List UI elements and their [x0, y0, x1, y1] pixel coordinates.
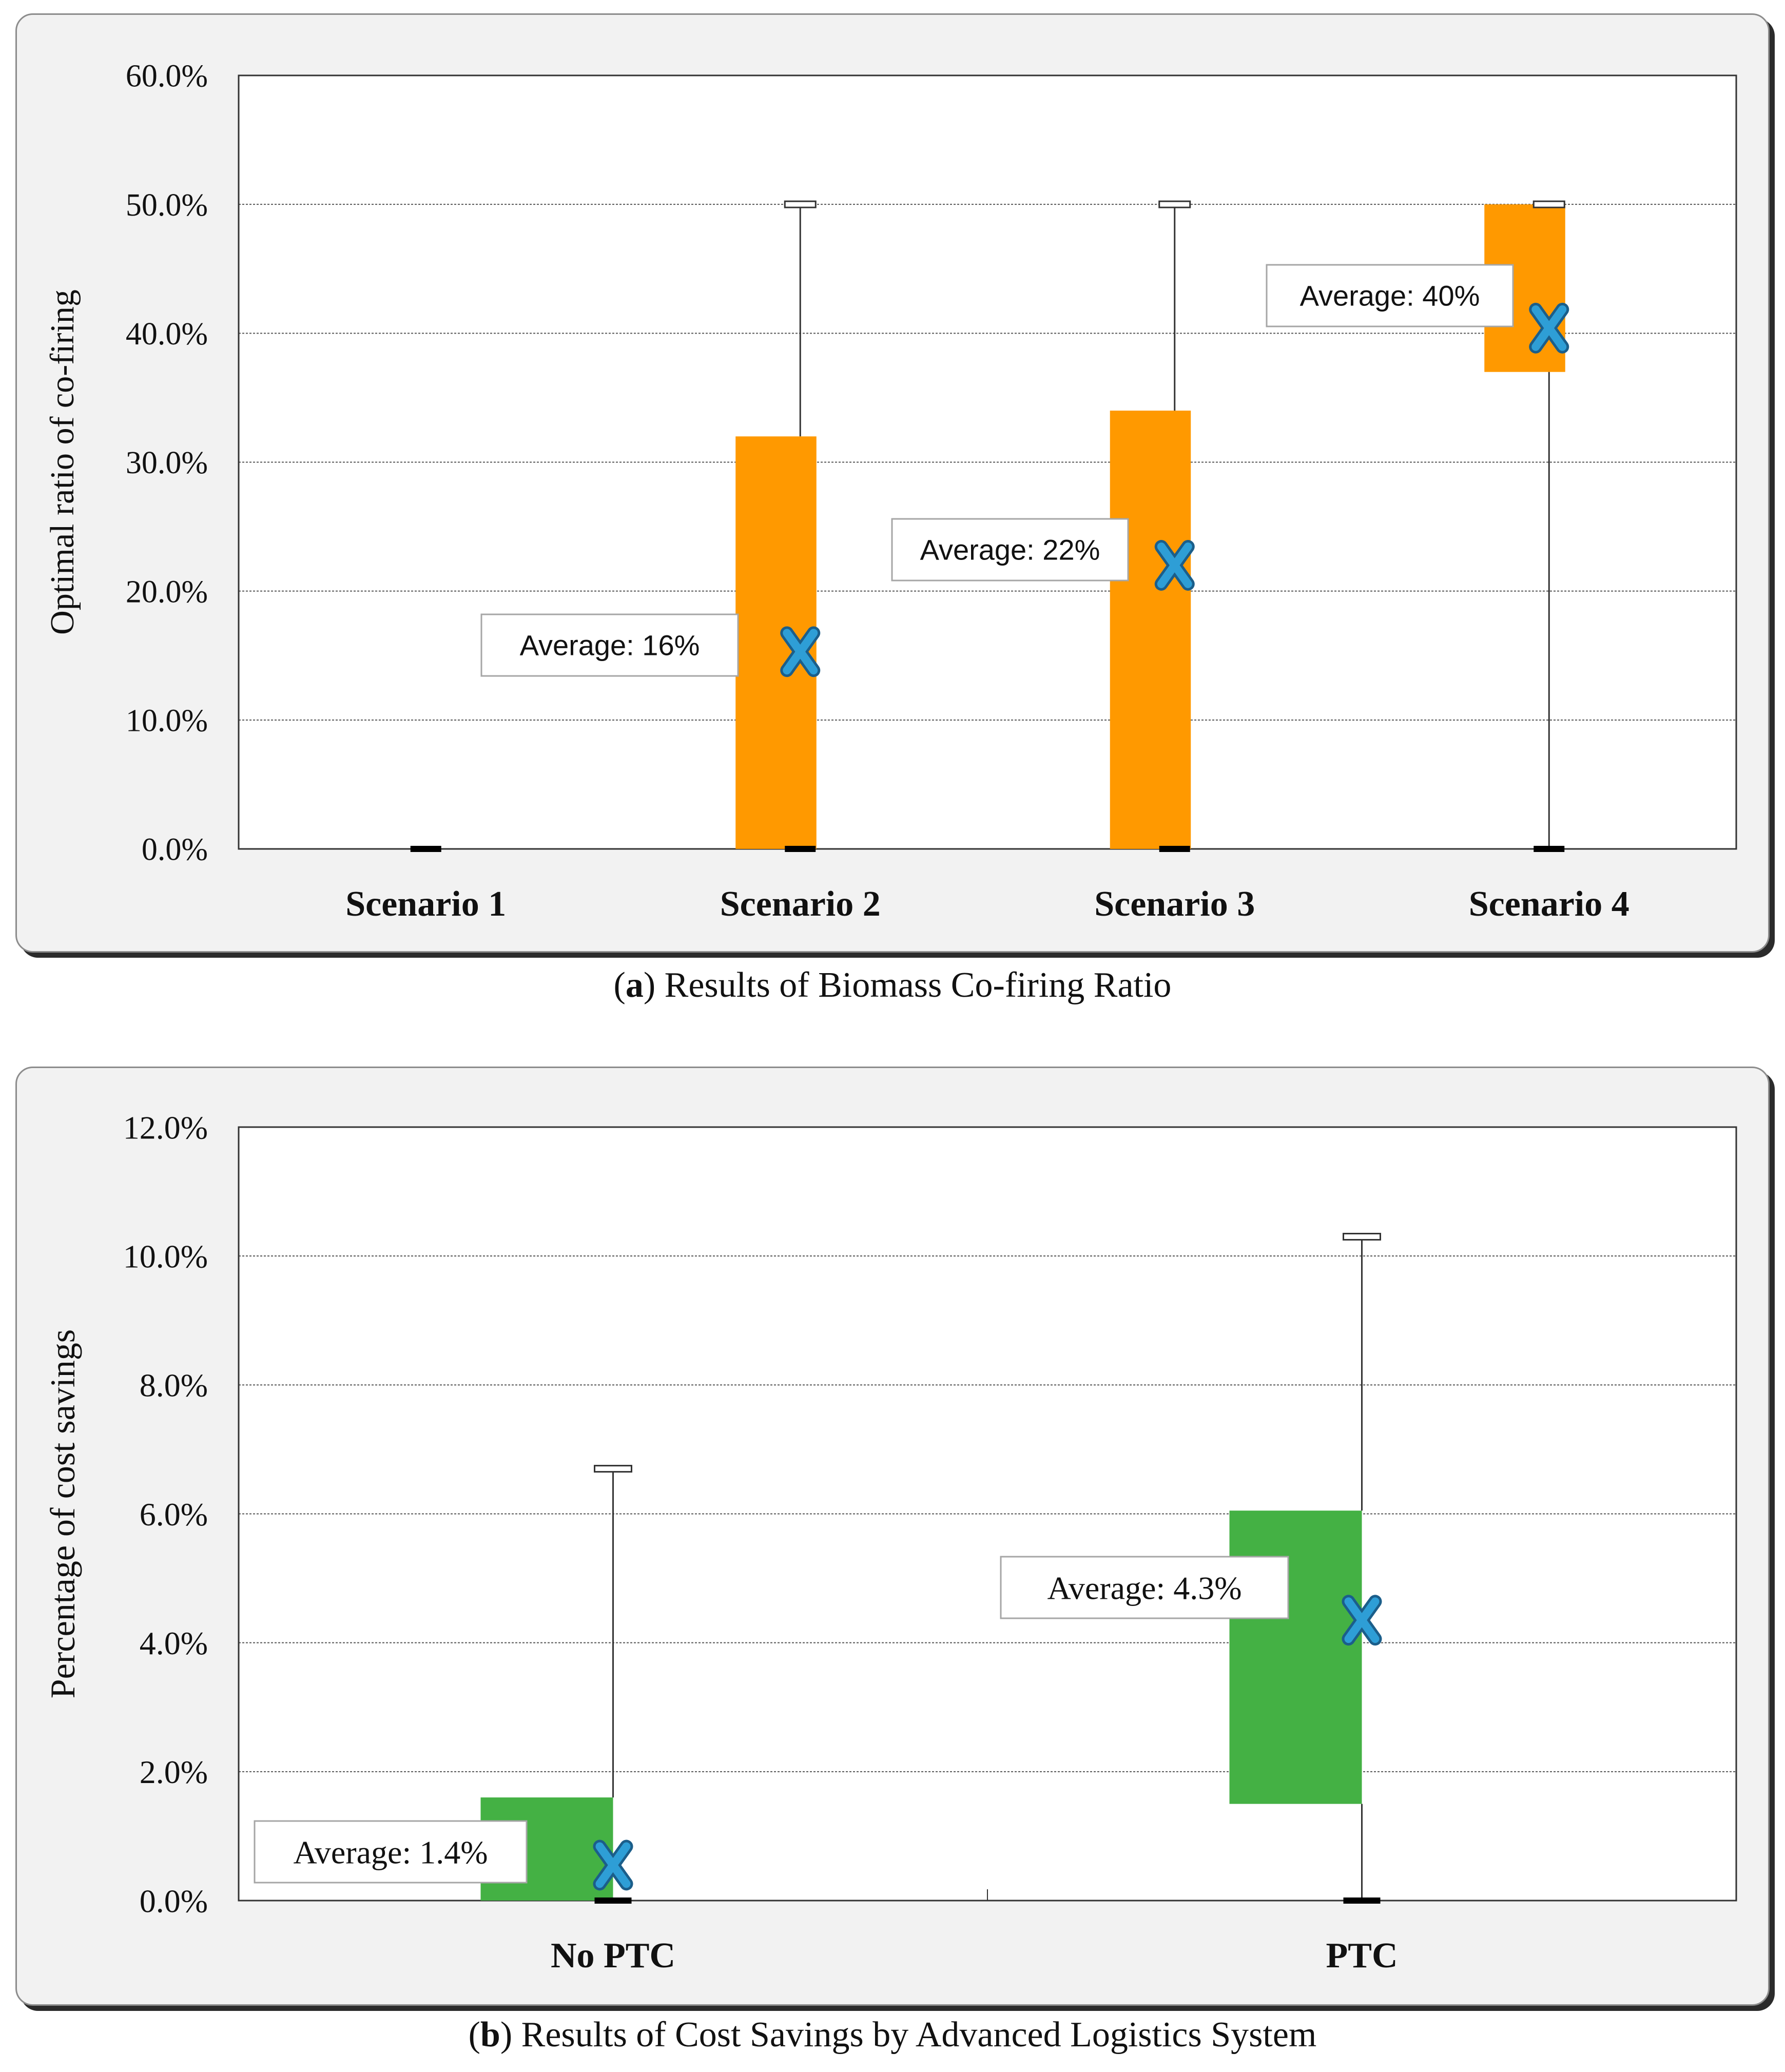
y-tick-label: 60.0%	[126, 59, 208, 94]
annotation-box: Average: 1.4%	[254, 1820, 528, 1884]
min-cap	[1159, 846, 1190, 852]
y-tick-label: 0.0%	[140, 1883, 208, 1919]
annotation-text: Average: 22%	[920, 534, 1100, 566]
annotation-frame	[1000, 1556, 1289, 1619]
box-2	[1229, 1232, 1382, 1904]
y-tick-label: 10.0%	[123, 1238, 208, 1275]
annotation-text: Average: 16%	[520, 629, 700, 662]
annotation-frame	[1266, 264, 1514, 327]
max-cap	[1532, 200, 1565, 208]
caption-a-text: Results of Biomass Co-firing Ratio	[655, 965, 1172, 1005]
annotation-box: Average: 40%	[1266, 264, 1514, 327]
annotation-frame	[254, 1820, 528, 1884]
box-4	[1484, 200, 1569, 852]
annotation-box: Average: 4.3%	[1000, 1556, 1289, 1619]
x-category-label: Scenario 1	[345, 884, 506, 924]
y-tick-label: 4.0%	[140, 1625, 208, 1661]
annotation-text: Average: 4.3%	[1047, 1570, 1241, 1606]
x-category-label: Scenario 3	[1094, 884, 1255, 924]
caption-a: (a) Results of Biomass Co-firing Ratio	[613, 965, 1172, 1005]
y-tick-label: 10.0%	[126, 704, 208, 739]
x-category-label: Scenario 4	[1469, 884, 1629, 924]
chart-b-svg: 0.0% 2.0% 4.0% 6.0% 8.0% 10.0% 12.0% Percentage…	[43, 1109, 1737, 1976]
x-category-label: No PTC	[551, 1936, 675, 1976]
y-axis-label: Optimal ratio of co-firing	[44, 289, 81, 635]
plot-border	[238, 74, 1737, 850]
mean-marker	[1344, 1597, 1380, 1643]
chart-panel-b: 0.0% 2.0% 4.0% 6.0% 8.0% 10.0% 12.0% Percentage…	[15, 1067, 1770, 2006]
x-category-label: PTC	[1326, 1936, 1398, 1976]
max-cap	[1343, 1232, 1381, 1241]
x-category-label: Scenario 2	[720, 884, 881, 924]
caption-b-text: Results of Cost Savings by Advanced Logi…	[512, 2015, 1317, 2055]
annotation-box: Average: 22%	[891, 518, 1129, 582]
y-tick-label: 40.0%	[126, 317, 208, 352]
mean-marker	[1157, 543, 1192, 588]
chart-a-svg: 0.0% 10.0% 20.0% 30.0% 40.0% 50.0% 60.0% Optima…	[44, 59, 1737, 924]
y-tick-label: 20.0%	[126, 574, 208, 609]
caption-b-label: b	[480, 2015, 500, 2055]
box-1	[410, 846, 441, 852]
y-tick-label: 50.0%	[126, 188, 208, 223]
max-cap	[784, 200, 817, 208]
annotation-frame	[480, 613, 739, 677]
y-tick-label: 0.0%	[142, 832, 208, 867]
caption-a-label: a	[625, 965, 644, 1005]
y-tick-label: 8.0%	[140, 1367, 208, 1404]
box-body	[1110, 411, 1191, 849]
y-tick-label: 12.0%	[123, 1109, 208, 1146]
box-2	[735, 200, 821, 852]
mean-marker	[1531, 305, 1567, 351]
annotation-frame	[891, 518, 1129, 582]
annotation-box: Average: 16%	[480, 613, 739, 677]
box-body	[1229, 1511, 1362, 1804]
annotation-text: Average: 40%	[1300, 280, 1480, 312]
box-3	[1110, 200, 1195, 852]
y-tick-label: 6.0%	[140, 1496, 208, 1533]
annotation-text: Average: 1.4%	[293, 1834, 488, 1870]
y-axis-label: Percentage of cost savings	[43, 1329, 82, 1698]
min-cap	[785, 846, 816, 852]
min-cap	[410, 846, 441, 852]
max-cap	[594, 1465, 632, 1473]
caption-b: (b) Results of Cost Savings by Advanced …	[468, 2015, 1317, 2055]
min-cap	[1534, 846, 1565, 852]
mean-marker	[783, 629, 818, 675]
min-cap	[1343, 1897, 1381, 1904]
y-tick-label: 2.0%	[140, 1754, 208, 1790]
min-cap	[594, 1897, 632, 1904]
chart-panel-a: 0.0% 10.0% 20.0% 30.0% 40.0% 50.0% 60.0% Optima…	[15, 13, 1770, 953]
y-tick-label: 30.0%	[126, 446, 208, 480]
mean-marker	[595, 1842, 631, 1888]
max-cap	[1158, 200, 1191, 208]
